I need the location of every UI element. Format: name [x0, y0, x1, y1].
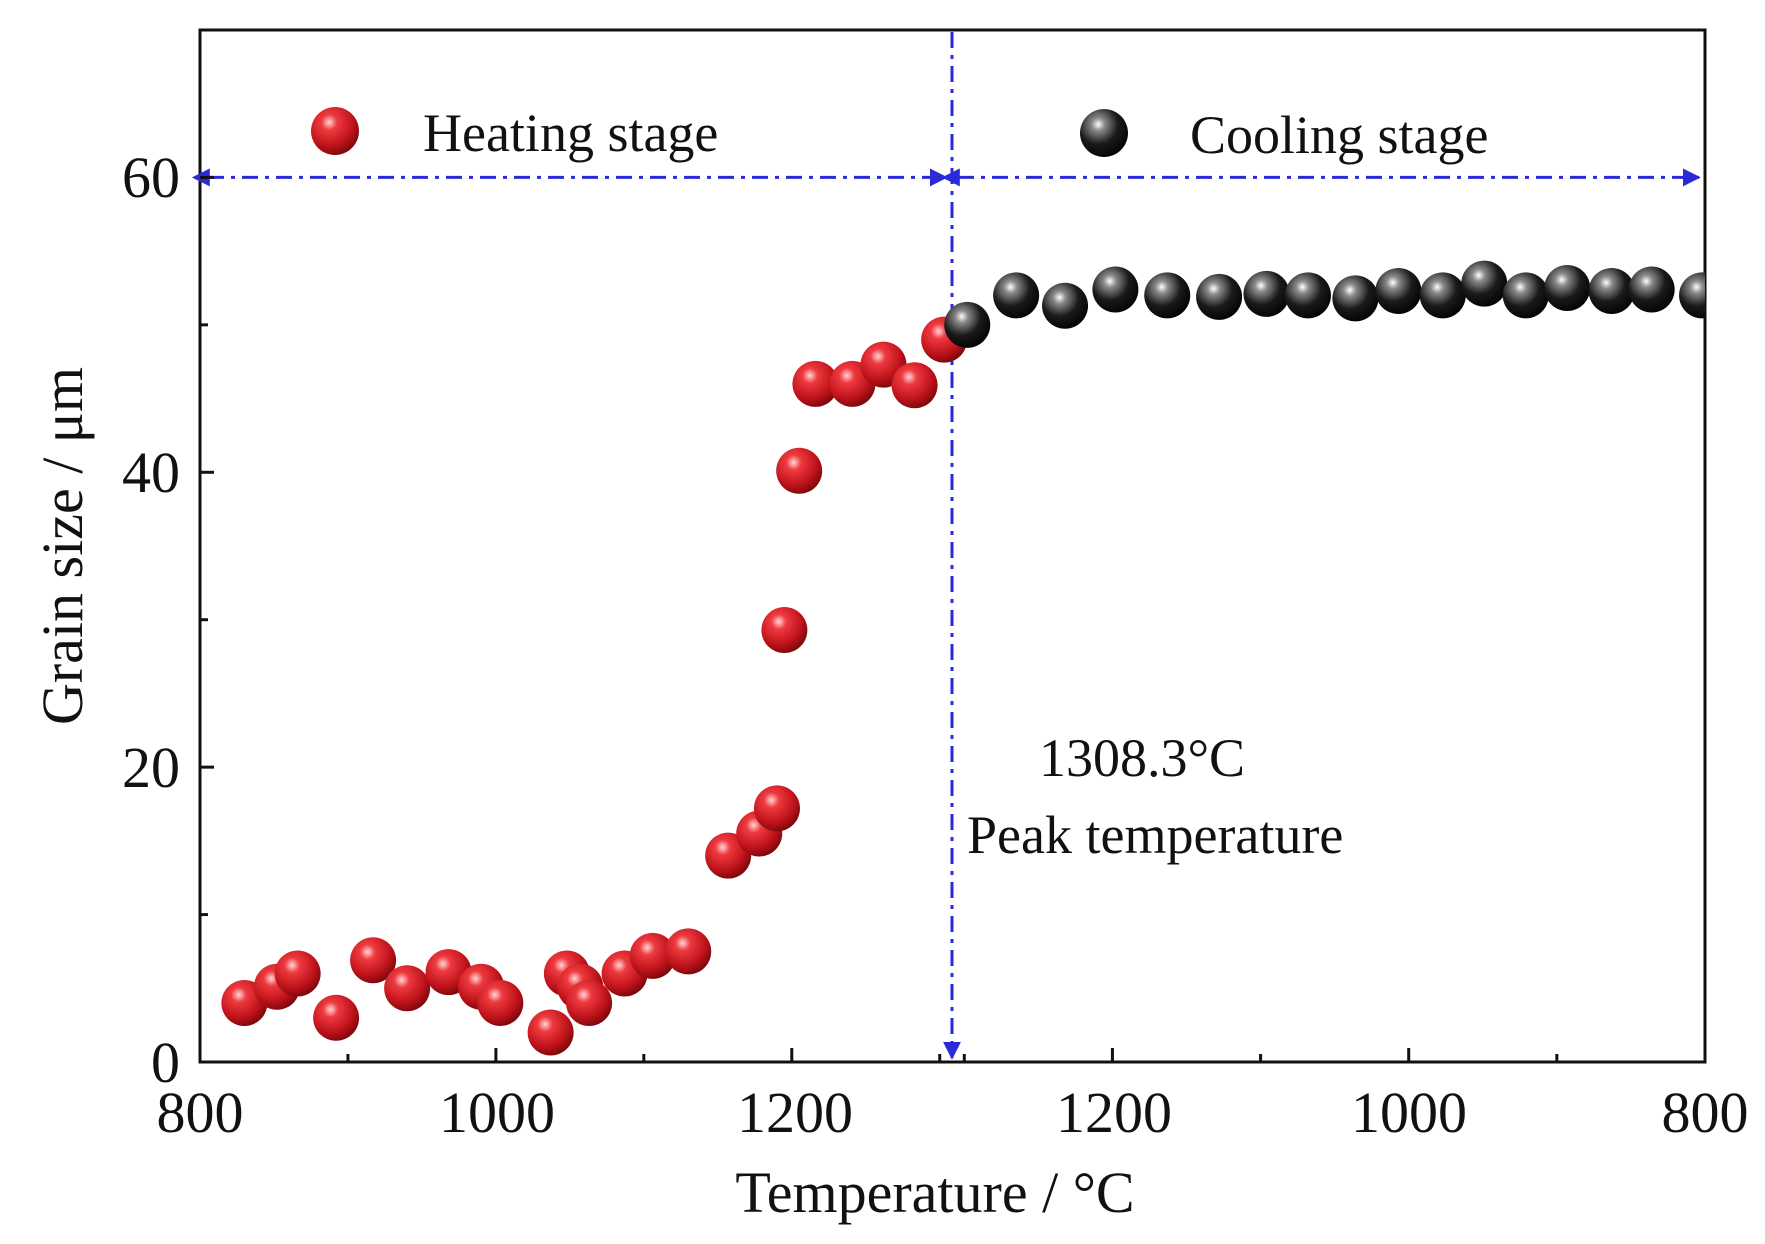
heating-data-point — [350, 937, 397, 984]
reference-lines — [191, 32, 1701, 1060]
legend-marker-heating — [311, 107, 359, 155]
heating-data-point — [527, 1009, 574, 1056]
cooling-data-point — [1461, 260, 1508, 307]
heating-data-point — [665, 928, 712, 975]
peak-temperature-label: Peak temperature — [967, 805, 1343, 865]
x-tick-label: 1200 — [1056, 1080, 1172, 1145]
legend-label-cooling: Cooling stage — [1190, 105, 1488, 165]
heating-data-point — [761, 607, 808, 654]
y-axis-title: Grain size / μm — [30, 367, 95, 725]
heating-data-point — [566, 980, 613, 1027]
heating-data-point — [776, 447, 823, 494]
cooling-data-point — [1092, 266, 1139, 313]
y-tick-label: 0 — [151, 1030, 180, 1095]
x-tick-label: 1000 — [1351, 1080, 1467, 1145]
cooling-data-point — [1588, 267, 1635, 314]
heating-data-point — [792, 360, 839, 407]
plot-frame — [198, 28, 1707, 1064]
heating-data-point — [274, 950, 321, 997]
x-axis-title: Temperature / °C — [735, 1160, 1134, 1225]
heating-data-point — [384, 965, 431, 1012]
cooling-data-point — [1144, 272, 1191, 319]
x-tick-label: 1200 — [737, 1080, 853, 1145]
cooling-data-point — [1628, 266, 1675, 313]
heating-data-point — [629, 932, 676, 979]
data-points — [221, 260, 1705, 1056]
heating-data-point — [753, 785, 800, 832]
cooling-data-point — [1284, 272, 1331, 319]
heating-data-point — [313, 994, 360, 1041]
x-tick-label: 800 — [157, 1080, 244, 1145]
cooling-data-point — [1419, 272, 1466, 319]
cooling-data-point — [993, 272, 1040, 319]
cooling-data-point — [1502, 272, 1549, 319]
legend-label-heating: Heating stage — [423, 103, 718, 163]
axis-ticks — [198, 175, 1707, 1064]
heating-data-point — [477, 980, 524, 1027]
cooling-data-point — [1332, 275, 1379, 322]
y-tick-label: 60 — [122, 145, 180, 210]
y-tick-label: 20 — [122, 735, 180, 800]
cooling-data-point — [1196, 273, 1243, 320]
cooling-data-point — [1375, 267, 1422, 314]
heating-data-point — [891, 362, 938, 409]
cooling-data-point — [1042, 282, 1089, 329]
x-tick-label: 1000 — [439, 1080, 555, 1145]
y-tick-label: 40 — [122, 440, 180, 505]
cooling-data-point — [1544, 265, 1591, 311]
cooling-data-point — [944, 301, 991, 348]
x-tick-label: 800 — [1662, 1080, 1749, 1145]
peak-temperature-value: 1308.3°C — [1039, 728, 1245, 788]
cooling-data-point — [1679, 272, 1705, 319]
cooling-data-point — [1243, 270, 1290, 317]
legend-marker-cooling — [1080, 109, 1128, 157]
